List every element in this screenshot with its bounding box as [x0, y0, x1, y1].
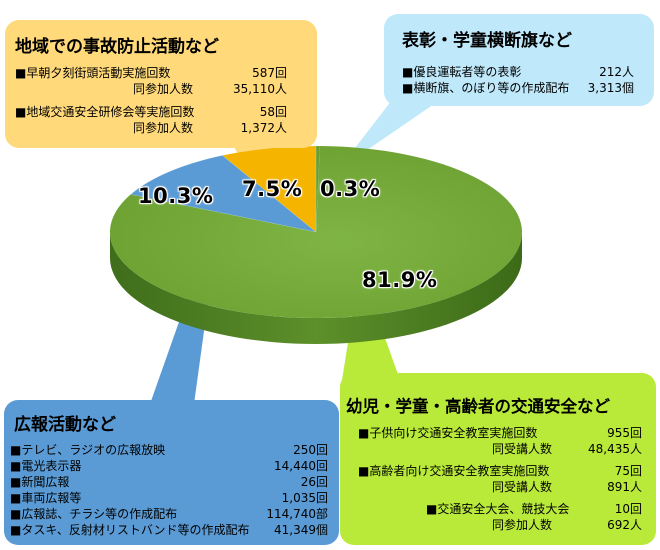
row-label: ■高齢者向け交通安全教室実施回数	[358, 464, 550, 478]
row-label: 同参加人数	[492, 518, 553, 532]
row-value: 14,440回	[274, 459, 328, 473]
row-label: ■優良運転者等の表彰	[402, 65, 522, 79]
row-value: 114,740部	[266, 507, 328, 521]
pie-side	[110, 232, 522, 344]
row-value: 1,035回	[281, 491, 328, 505]
row-label: ■車両広報等	[10, 491, 82, 505]
panel-awards: 表彰・学童横断旗など ■優良運転者等の表彰 212人 ■横断旗、のぼり等の作成配…	[384, 14, 654, 106]
row-label: 同参加人数	[133, 82, 194, 96]
slice-pr	[130, 155, 317, 233]
row-label: ■電光表示器	[10, 459, 82, 473]
panel-local-title: 地域での事故防止活動など	[15, 37, 219, 57]
row-label: 同受講人数	[492, 442, 553, 456]
row-value: 891人	[607, 480, 642, 494]
row-value: 587回	[252, 66, 287, 80]
row-label: 同参加人数	[133, 121, 194, 135]
slice-label-award: 0.3%	[320, 177, 381, 201]
row-value: 10回	[614, 502, 642, 516]
row-value: 1,372人	[240, 121, 287, 135]
row-label: ■新聞広報	[10, 475, 70, 489]
pie-slices	[109, 145, 522, 319]
row-label: ■横断旗、のぼり等の作成配布	[402, 81, 570, 95]
row-value: 41,349個	[274, 523, 328, 537]
row-value: 250回	[293, 443, 328, 457]
row-value: 3,313個	[587, 81, 634, 95]
slice-safety	[109, 146, 522, 319]
row-label: ■タスキ、反射材リストバンド等の作成配布	[10, 523, 250, 537]
row-label: ■交通安全大会、競技大会	[426, 502, 570, 516]
row-label: ■子供向け交通安全教室実施回数	[358, 426, 538, 440]
panel-pr-title: 広報活動など	[14, 415, 116, 435]
panel-pr-activities: 広報活動など ■テレビ、ラジオの広報放映 250回 ■電光表示器 14,440回…	[4, 400, 339, 545]
panel-safety-education: 幼児・学童・高齢者の交通安全など ■子供向け交通安全教室実施回数 955回 同受…	[340, 373, 656, 545]
panel-awards-title: 表彰・学童横断旗など	[402, 31, 572, 51]
row-value: 692人	[607, 518, 642, 532]
panel-safety-title: 幼児・学童・高齢者の交通安全など	[346, 397, 610, 416]
row-label: ■地域交通安全研修会等実施回数	[15, 105, 195, 119]
row-value: 26回	[300, 475, 328, 489]
row-label: ■早朝夕刻街頭活動実施回数	[15, 66, 171, 80]
slice-label-local: 7.5%	[242, 177, 303, 201]
row-label: ■テレビ、ラジオの広報放映	[10, 443, 166, 457]
row-label: 同受講人数	[492, 480, 553, 494]
row-value: 75回	[614, 464, 642, 478]
row-value: 212人	[599, 65, 634, 79]
row-value: 35,110人	[233, 82, 287, 96]
row-value: 955回	[607, 426, 642, 440]
slice-label-pr: 10.3%	[138, 184, 214, 208]
panel-local-activities: 地域での事故防止活動など ■早朝夕刻街頭活動実施回数 587回 同参加人数 35…	[5, 20, 317, 148]
slice-local	[221, 145, 317, 233]
row-value: 48,435人	[588, 442, 642, 456]
row-value: 58回	[259, 105, 287, 119]
row-label: ■広報誌、チラシ等の作成配布	[10, 507, 178, 521]
pie-side-wall	[110, 232, 522, 344]
slice-award	[315, 145, 321, 233]
slice-label-safety: 81.9%	[362, 268, 438, 292]
